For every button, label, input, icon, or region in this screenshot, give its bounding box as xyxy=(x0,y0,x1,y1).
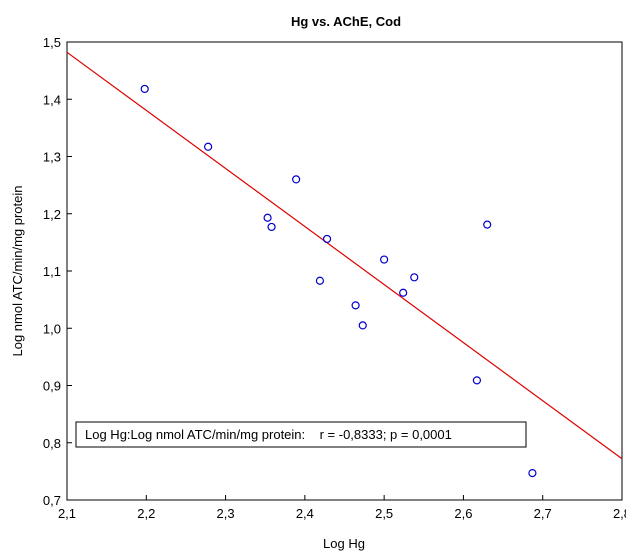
y-tick-label: 1,3 xyxy=(43,150,61,165)
plot-area: 2,1 2,2 2,3 2,4 2,5 2,6 2,7 2,8 0,7 0,8 0,9 1,0 1,1… xyxy=(43,35,626,521)
regression-line xyxy=(66,51,623,460)
x-tick-label: 2,8 xyxy=(613,506,626,521)
y-tick-label: 1,4 xyxy=(43,92,61,107)
y-tick-label: 0,8 xyxy=(43,436,61,451)
x-tick-label: 2,4 xyxy=(296,506,314,521)
data-point xyxy=(315,276,325,285)
data-point xyxy=(140,84,149,94)
x-axis-label: Log Hg xyxy=(323,536,365,551)
data-point xyxy=(267,222,276,232)
data-point xyxy=(263,213,272,222)
y-tick-label: 0,9 xyxy=(43,379,61,394)
x-tick-label: 2,2 xyxy=(137,506,155,521)
x-tick-label: 2,3 xyxy=(217,506,235,521)
data-point xyxy=(358,321,367,330)
x-tick-label: 2,1 xyxy=(58,506,76,521)
y-tick-label: 0,7 xyxy=(43,493,61,508)
stats-annotation: Log Hg:Log nmol ATC/min/mg protein: r = … xyxy=(75,421,527,448)
data-point xyxy=(528,468,537,478)
data-point xyxy=(351,301,360,310)
y-tick-label: 1,1 xyxy=(43,264,61,279)
y-axis-label: Log nmol ATC/min/mg protein xyxy=(10,186,25,357)
y-axis-ticks: 0,7 0,8 0,9 1,0 1,1 1,2 1,3 1,4 1,5 xyxy=(43,35,72,508)
data-point xyxy=(399,288,408,297)
data-points xyxy=(140,84,537,478)
x-tick-label: 2,7 xyxy=(534,506,552,521)
chart-title: Hg vs. AChE, Cod xyxy=(291,14,401,29)
y-tick-label: 1,5 xyxy=(43,35,61,50)
data-point xyxy=(322,234,332,244)
data-point xyxy=(292,175,301,184)
y-tick-label: 1,0 xyxy=(43,321,61,336)
data-point xyxy=(472,376,482,385)
stats-annotation-text: Log Hg:Log nmol ATC/min/mg protein: r = … xyxy=(85,427,452,442)
stats-annotation-box xyxy=(75,421,527,448)
data-point xyxy=(410,273,419,282)
x-tick-label: 2,5 xyxy=(375,506,393,521)
data-point xyxy=(483,220,492,229)
y-tick-label: 1,2 xyxy=(43,207,61,222)
data-point xyxy=(204,142,213,151)
data-point xyxy=(380,255,389,264)
x-axis-ticks: 2,1 2,2 2,3 2,4 2,5 2,6 2,7 2,8 xyxy=(58,495,626,521)
fit-line-group xyxy=(66,51,623,460)
x-tick-label: 2,6 xyxy=(454,506,472,521)
